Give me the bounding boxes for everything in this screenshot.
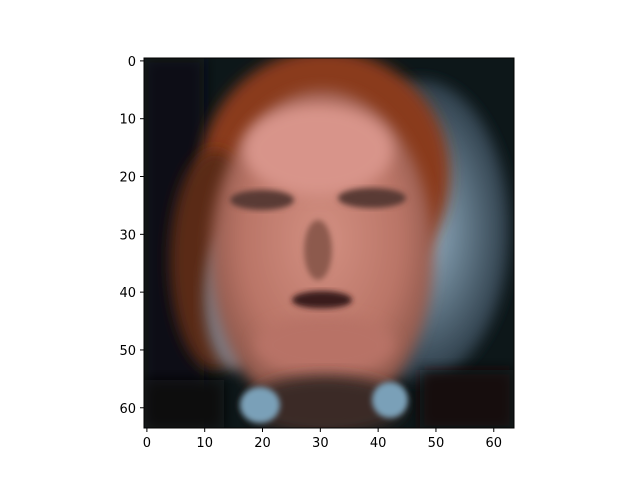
- y-tick-label: 50: [119, 344, 136, 359]
- x-tick-label: 30: [312, 436, 329, 451]
- y-axis: 0 10 20 30 40 50 60: [119, 55, 144, 417]
- y-tick-label: 60: [119, 402, 136, 417]
- x-tick-label: 10: [196, 436, 213, 451]
- x-tick-label: 50: [428, 436, 445, 451]
- x-axis: 0 10 20 30 40 50 60: [143, 428, 502, 451]
- y-tick-label: 20: [119, 171, 136, 186]
- y-tick-label: 10: [119, 113, 136, 128]
- y-tick-label: 40: [119, 286, 136, 301]
- y-tick-label: 0: [128, 55, 136, 70]
- x-tick-label: 20: [254, 436, 271, 451]
- x-tick-label: 60: [485, 436, 502, 451]
- x-tick-label: 0: [143, 436, 151, 451]
- axes-frame: [143, 57, 515, 429]
- y-tick-label: 30: [119, 228, 136, 243]
- x-tick-label: 40: [370, 436, 387, 451]
- face-image: [144, 58, 514, 428]
